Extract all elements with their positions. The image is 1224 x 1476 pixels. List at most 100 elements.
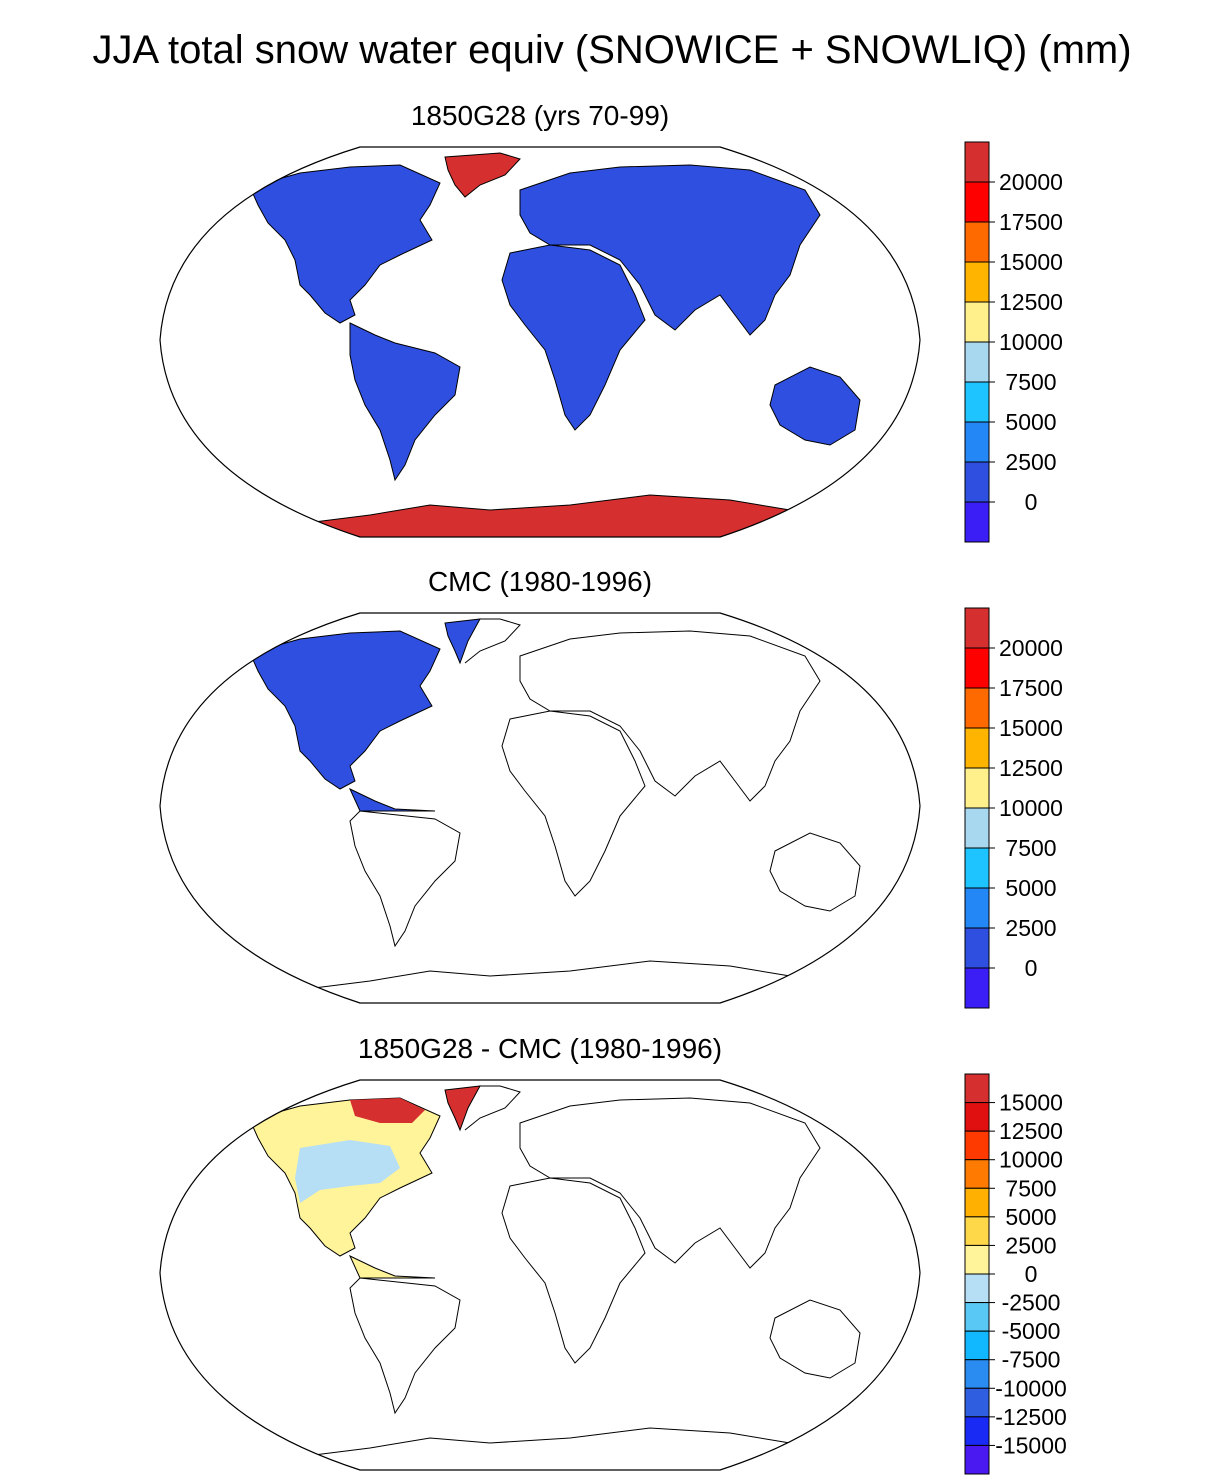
colorbar-label: 7500	[1005, 369, 1056, 395]
colorbar-label: -7500	[1002, 1347, 1061, 1373]
central-america-land	[348, 787, 436, 812]
colorbar-label: 10000	[999, 795, 1063, 821]
colorbar-box	[964, 687, 990, 729]
colorbar-label: -10000	[995, 1375, 1067, 1401]
south-america-land	[349, 322, 461, 482]
colorbar-label: 10000	[999, 1147, 1063, 1173]
colorbar-box	[964, 1216, 990, 1246]
panel-2-title: CMC (1980-1996)	[427, 566, 653, 597]
greenland-land	[444, 618, 481, 665]
colorbar-box	[964, 1444, 990, 1475]
panel-1-colorbar: 20000 17500 15000 12500 10000 7500 5000 2500 0	[964, 141, 1063, 543]
colorbar-box	[964, 967, 990, 1009]
greenland-diff	[444, 1085, 481, 1132]
canada-arctic-positive-diff	[350, 1098, 425, 1123]
colorbar-label: 2500	[1005, 915, 1056, 941]
colorbar-box	[964, 381, 990, 423]
panel-3-title: 1850G28 - CMC (1980-1996)	[357, 1033, 723, 1064]
colorbar-label: 2500	[1005, 1232, 1056, 1258]
colorbar-label: -12500	[995, 1404, 1067, 1430]
colorbar-label: 0	[1025, 955, 1038, 981]
antarctica-outline	[289, 1427, 871, 1470]
colorbar-box	[964, 1130, 990, 1161]
colorbar-box	[964, 461, 990, 503]
australia-land	[769, 366, 861, 446]
colorbar-box	[964, 1302, 990, 1332]
colorbar-label: 10000	[999, 329, 1063, 355]
colorbar-box	[964, 807, 990, 849]
colorbar-label: -2500	[1002, 1290, 1061, 1316]
colorbar-label: 2500	[1005, 449, 1056, 475]
colorbar-label: 20000	[999, 635, 1063, 661]
colorbar-box	[964, 1359, 990, 1389]
colorbar-label: 20000	[999, 169, 1063, 195]
colorbar-label: 17500	[999, 675, 1063, 701]
africa-outline	[501, 1177, 646, 1364]
colorbar-label: 0	[1025, 1261, 1038, 1287]
colorbar-label: 12500	[999, 1118, 1063, 1144]
colorbar-box	[964, 727, 990, 769]
colorbar-box	[964, 1187, 990, 1218]
colorbar-box	[964, 1387, 990, 1418]
central-america-diff	[348, 1254, 436, 1279]
antarctica-outline	[289, 960, 871, 1003]
colorbar-box	[964, 421, 990, 463]
north-america-land	[249, 630, 441, 790]
colorbar-box	[964, 341, 990, 383]
colorbar-box	[964, 1330, 990, 1361]
colorbar-label: 7500	[1005, 835, 1056, 861]
colorbar-label: -15000	[995, 1432, 1067, 1458]
colorbar-box	[964, 141, 990, 183]
colorbar-box	[964, 1416, 990, 1446]
south-america-outline	[349, 1277, 461, 1415]
greenland-outline	[464, 618, 521, 664]
colorbar-box	[964, 767, 990, 809]
colorbar-box	[964, 607, 990, 649]
colorbar-label: 17500	[999, 209, 1063, 235]
colorbar-box	[964, 847, 990, 889]
colorbar-box	[964, 221, 990, 263]
north-america-negative-diff	[295, 1140, 400, 1203]
africa-land	[501, 244, 646, 431]
colorbar-label: 0	[1025, 489, 1038, 515]
colorbar-box	[964, 1273, 990, 1304]
colorbar-label: 5000	[1005, 1204, 1056, 1230]
panel-2-map	[159, 612, 921, 1004]
colorbar-box	[964, 1073, 990, 1104]
figure-title: JJA total snow water equiv (SNOWICE + SN…	[92, 28, 1132, 72]
panel-1-map	[159, 146, 921, 538]
greenland-land	[444, 152, 521, 198]
colorbar-box	[964, 1102, 990, 1132]
colorbar-box	[964, 501, 990, 543]
colorbar-label: 5000	[1005, 409, 1056, 435]
colorbar-box	[964, 1244, 990, 1275]
colorbar-label: 12500	[999, 755, 1063, 781]
colorbar-box	[964, 647, 990, 689]
colorbar-box	[964, 1159, 990, 1189]
south-america-outline	[349, 810, 461, 948]
colorbar-label: 12500	[999, 289, 1063, 315]
colorbar-label: -5000	[1002, 1318, 1061, 1344]
panel-2-colorbar: 20000 17500 15000 12500 10000 7500 5000 2500 0	[964, 607, 1063, 1009]
antarctica-land	[268, 494, 872, 537]
colorbar-box	[964, 887, 990, 929]
colorbar-box	[964, 301, 990, 343]
colorbar-label: 15000	[999, 1090, 1063, 1116]
australia-outline	[769, 832, 861, 912]
north-america-land	[249, 164, 441, 324]
colorbar-label: 15000	[999, 715, 1063, 741]
greenland-outline	[464, 1085, 521, 1131]
panel-3-map-outline	[159, 1079, 921, 1471]
panel-1-title: 1850G28 (yrs 70-99)	[410, 100, 670, 131]
panel-1-map-outline	[159, 146, 921, 538]
eurasia-outline	[519, 630, 821, 802]
panel-3-map	[159, 1079, 921, 1471]
panel-2-map-outline	[159, 612, 921, 1004]
eurasia-land	[519, 164, 821, 336]
australia-outline	[769, 1299, 861, 1379]
colorbar-box	[964, 927, 990, 969]
eurasia-outline	[519, 1097, 821, 1269]
colorbar-label: 7500	[1005, 1175, 1056, 1201]
colorbar-box	[964, 181, 990, 223]
